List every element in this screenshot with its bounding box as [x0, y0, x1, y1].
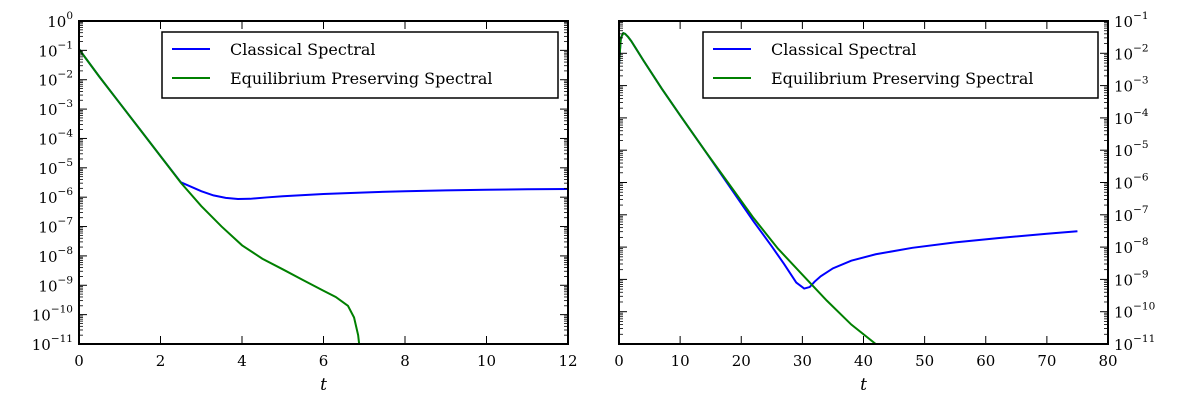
x-tick-label: 8 [400, 352, 410, 370]
series-line-equilibrium-preserving-spectral [619, 31, 878, 344]
series-line-equilibrium-preserving-spectral [79, 48, 361, 344]
y-tick-label: 10−7 [38, 216, 73, 237]
legend-entry-label: Classical Spectral [230, 40, 376, 59]
legend-box [161, 31, 559, 99]
y-tick-label: 10−5 [38, 157, 73, 178]
series-group [79, 48, 568, 344]
y-tick-label: 10−10 [32, 304, 73, 325]
x-tick-label: 80 [1098, 352, 1117, 370]
right-plot-panel: 0 10 20 30 40 50 60 70 80 t 10−11 10−10 10−9 10−8 10−7… [614, 10, 1155, 395]
y-tick-label: 10−2 [38, 69, 73, 90]
y-tick-label: 10−4 [38, 127, 73, 148]
legend-entry-label: Equilibrium Preserving Spectral [230, 69, 493, 88]
y-tick-label: 10−3 [38, 98, 73, 119]
y-tick-label: 100 [47, 10, 73, 31]
y-tick-label: 10−4 [1114, 107, 1149, 128]
legend-entry-label: Classical Spectral [771, 40, 917, 59]
y-tick-label: 10−9 [38, 274, 73, 295]
y-tick-label: 10−5 [1114, 139, 1149, 160]
legend-box [702, 31, 1099, 99]
x-tick-label: 70 [1037, 352, 1056, 370]
left-plot-panel: 0 2 4 6 8 10 12 t 10−11 10−10 10−9 10−8 10−7 10−6 10−5… [32, 10, 578, 395]
x-tick-label: 50 [915, 352, 934, 370]
y-tick-label: 10−8 [38, 245, 73, 266]
y-tick-label: 10−7 [1114, 204, 1149, 225]
y-tick-label: 10−2 [1114, 42, 1149, 63]
y-tick-label: 10−9 [1114, 268, 1149, 289]
y-tick-label: 10−10 [1114, 301, 1155, 322]
y-tick-label: 10−6 [38, 186, 73, 207]
x-tick-label: 30 [793, 352, 812, 370]
x-tick-label: 4 [237, 352, 247, 370]
x-tick-label: 0 [614, 352, 624, 370]
y-tick-label: 10−1 [1114, 10, 1149, 31]
x-tick-label: 10 [477, 352, 496, 370]
x-tick-label: 10 [671, 352, 690, 370]
x-tick-label: 20 [732, 352, 751, 370]
legend: Classical Spectral Equilibrium Preserving… [702, 31, 1099, 99]
x-tick-label: 60 [976, 352, 995, 370]
y-tick-label: 10−8 [1114, 236, 1149, 257]
legend-entry-label: Equilibrium Preserving Spectral [771, 69, 1034, 88]
y-tick-label: 10−11 [1114, 333, 1155, 354]
legend: Classical Spectral Equilibrium Preserving… [161, 31, 559, 99]
x-tick-label: 2 [156, 352, 166, 370]
x-axis-label: t [860, 375, 867, 395]
y-tick-label: 10−11 [32, 333, 73, 354]
x-tick-label: 6 [319, 352, 329, 370]
y-tick-label: 10−1 [38, 39, 73, 60]
series-group [619, 31, 1078, 344]
y-tick-label: 10−6 [1114, 172, 1149, 193]
y-tick-label: 10−3 [1114, 75, 1149, 96]
x-tick-label: 0 [74, 352, 84, 370]
x-tick-label: 12 [558, 352, 577, 370]
x-tick-label: 40 [854, 352, 873, 370]
x-axis-label: t [320, 375, 327, 395]
